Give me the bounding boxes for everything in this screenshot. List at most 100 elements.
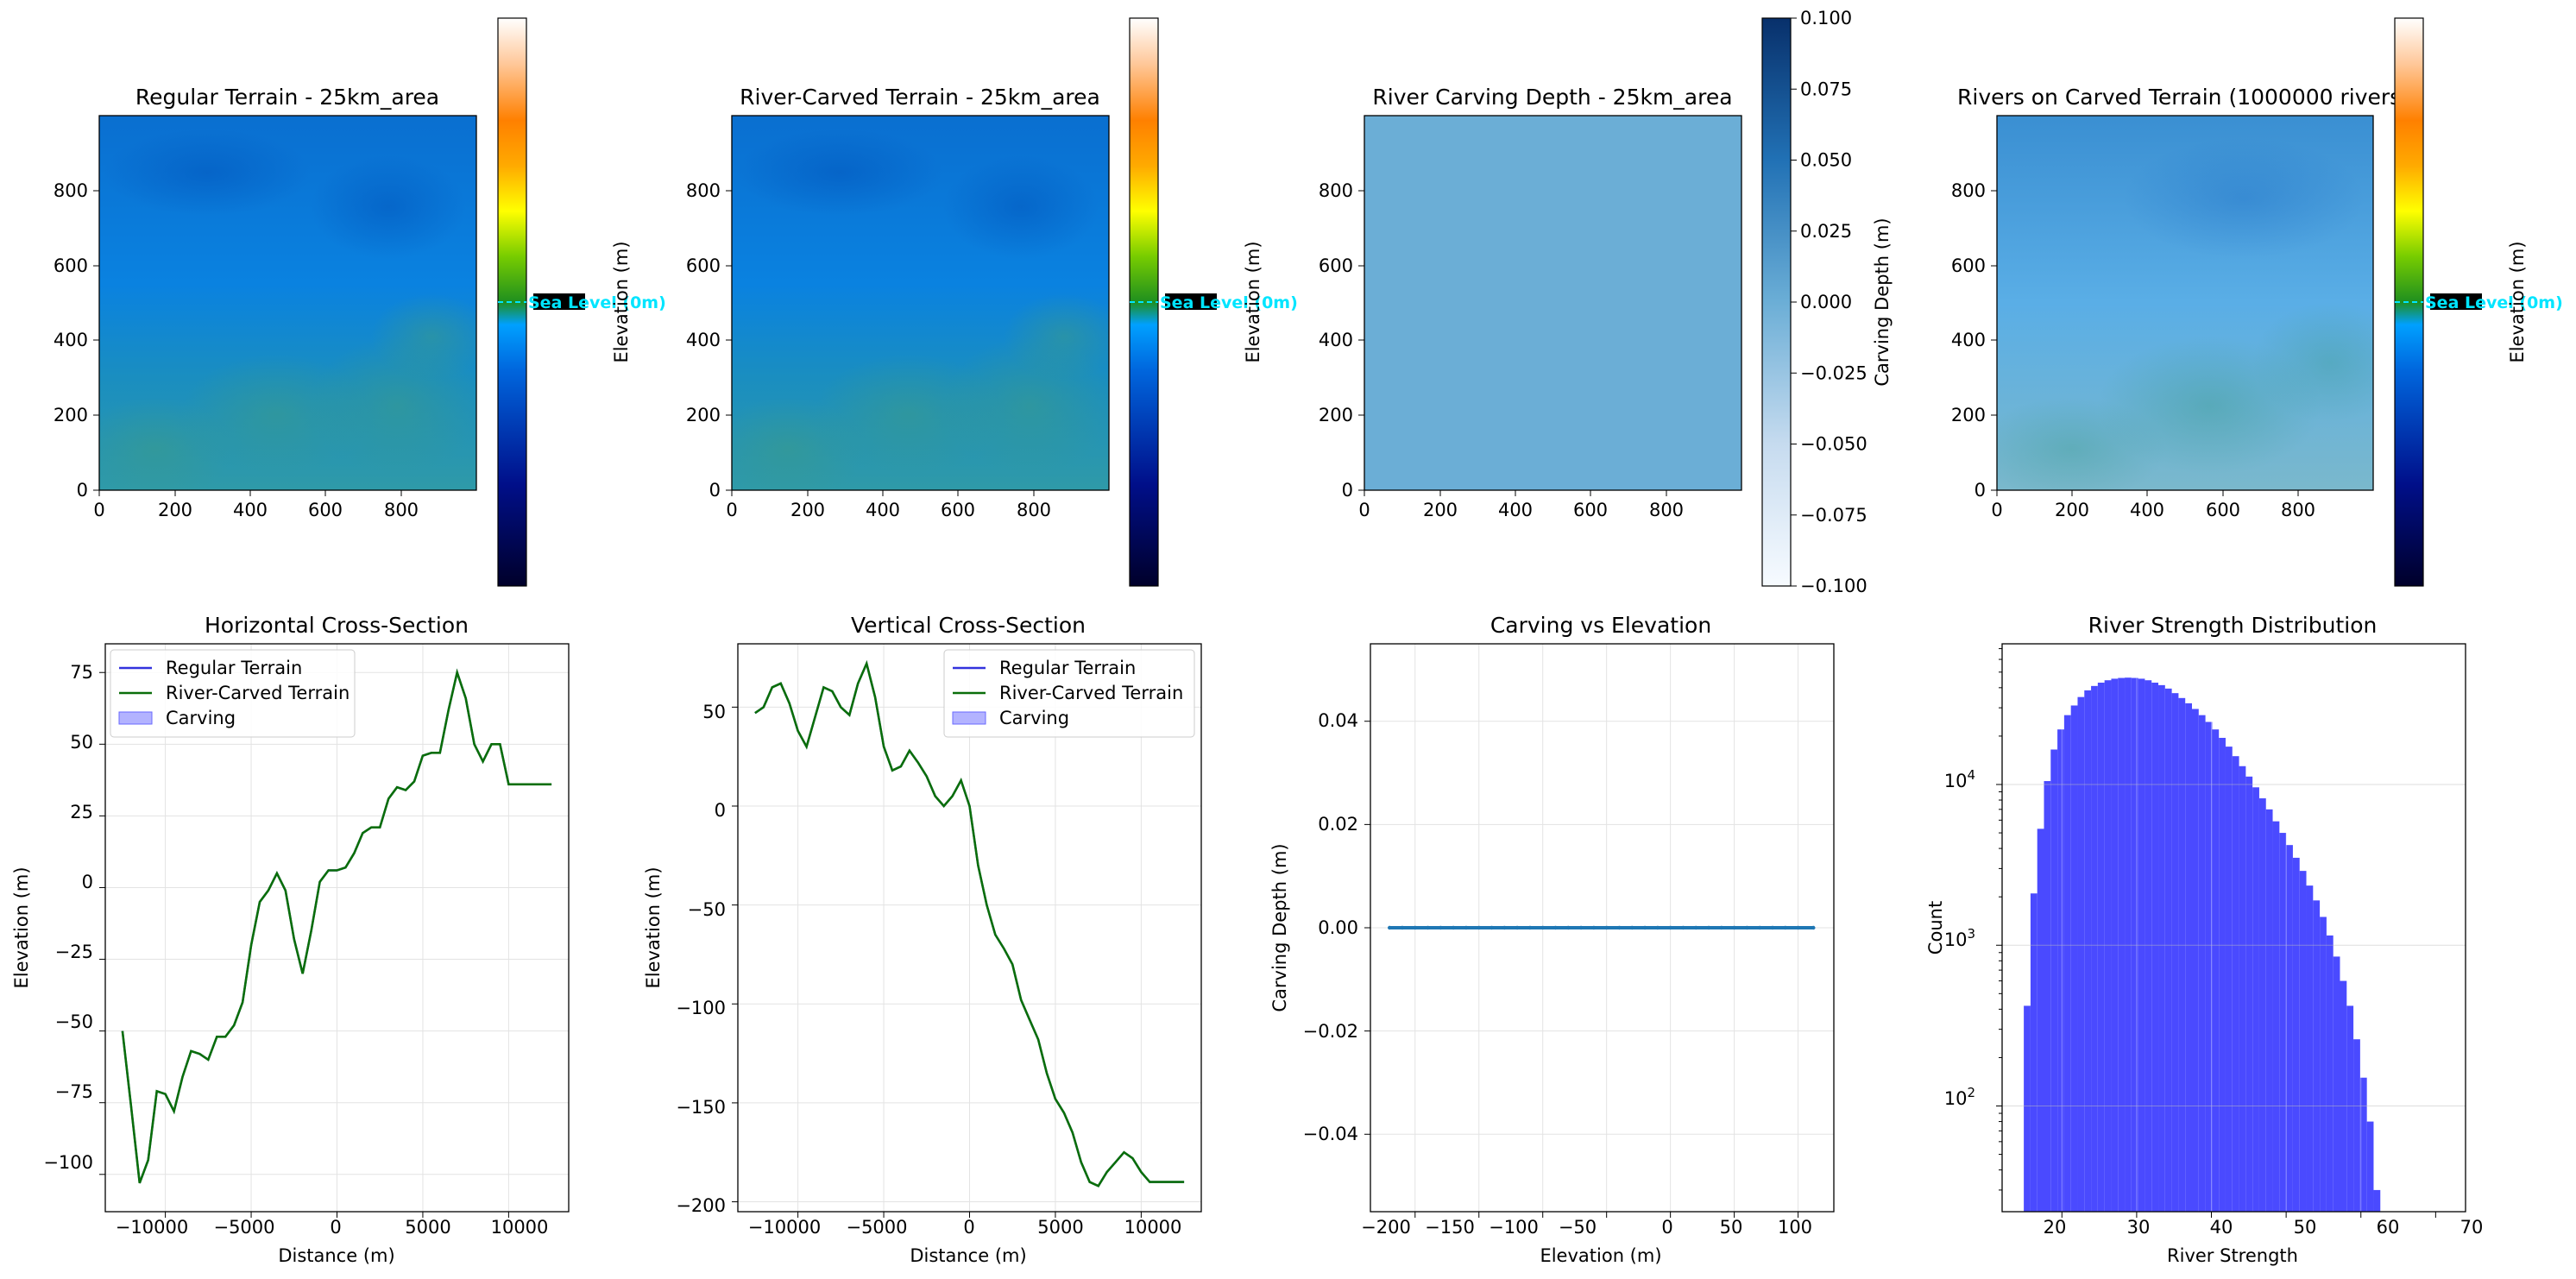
- histogram-bar: [2326, 935, 2334, 1212]
- y-tick: −50: [55, 1011, 93, 1032]
- x-tick: 0: [330, 1217, 341, 1238]
- y-tick: 600: [1951, 255, 1986, 276]
- scatter-point: [1796, 925, 1800, 930]
- legend-label: Regular Terrain: [166, 658, 302, 678]
- panel-title: River Carving Depth - 25km_area: [1372, 85, 1732, 110]
- histogram-bar: [2097, 682, 2105, 1212]
- colorbar-tick: 0.050: [1800, 150, 1852, 171]
- histogram-bar: [2191, 709, 2199, 1212]
- histogram-bar: [2313, 900, 2321, 1212]
- y-tick: 0.04: [1318, 710, 1358, 731]
- scatter-point: [1439, 925, 1443, 930]
- scatter-point: [1464, 925, 1469, 930]
- panel-horizontal-cross-section: Horizontal Cross-Section −10000 −5000 0 …: [11, 613, 570, 1266]
- y-tick: 800: [54, 180, 88, 201]
- x-tick: 40: [2210, 1217, 2233, 1238]
- histogram-bar: [2359, 1077, 2367, 1212]
- x-tick: 400: [866, 500, 900, 520]
- colorbar-tick: −0.100: [1800, 576, 1867, 596]
- y-tick: 200: [1319, 405, 1353, 425]
- y-tick: 0.00: [1318, 917, 1358, 938]
- colorbar: Sea Level (0m) Elevation (m): [1129, 17, 1298, 587]
- y-tick: 400: [686, 330, 721, 350]
- x-tick: 400: [233, 500, 268, 520]
- x-tick: 0: [1661, 1217, 1672, 1238]
- river-carved-terrain-line: [754, 659, 1185, 1188]
- scatter-point: [1553, 925, 1558, 930]
- scatter-point: [1811, 925, 1816, 930]
- x-axis: 0 200 400 600 800: [726, 490, 1051, 520]
- panel-title: Horizontal Cross-Section: [205, 613, 469, 638]
- scatter-points: [1387, 925, 1816, 930]
- scatter-point: [1668, 925, 1672, 930]
- scatter-point: [1566, 925, 1571, 930]
- histogram-bar: [2212, 729, 2220, 1212]
- colorbar-label: Elevation (m): [1243, 241, 1263, 362]
- x-tick: −5000: [213, 1217, 274, 1238]
- histogram-bar: [2219, 737, 2226, 1212]
- x-tick: 70: [2460, 1217, 2484, 1238]
- x-tick: 20: [2044, 1217, 2067, 1238]
- scatter-point: [1426, 925, 1430, 930]
- x-tick: 5000: [405, 1217, 450, 1238]
- y-axis-label: Carving Depth (m): [1269, 843, 1290, 1011]
- y-tick: 800: [1951, 180, 1986, 201]
- histogram-bar: [2232, 756, 2239, 1212]
- x-tick: 10000: [1124, 1217, 1182, 1238]
- x-tick: 400: [2130, 500, 2164, 520]
- y-tick: −150: [676, 1097, 726, 1118]
- axis-ticks: −10000 −5000 0 5000 10000 50 0 −50 −100 …: [676, 702, 1181, 1238]
- scatter-point: [1413, 925, 1417, 930]
- panel-river-strength: River Strength Distribution 20 30 40 50 …: [1925, 613, 2483, 1266]
- grid: [1364, 644, 1834, 1218]
- x-tick: 0: [1991, 500, 2002, 520]
- colorbar: Sea Level (0m) Elevation (m): [2394, 17, 2563, 587]
- scatter-point: [1527, 925, 1533, 930]
- x-axis-label: Distance (m): [910, 1245, 1026, 1266]
- x-tick: 5000: [1037, 1217, 1083, 1238]
- colorbar-tick: −0.075: [1800, 505, 1867, 526]
- x-tick: −10000: [116, 1217, 188, 1238]
- panel-carving-depth: River Carving Depth - 25km_area 0 200 40…: [1319, 8, 1893, 596]
- scatter-point: [1694, 925, 1698, 930]
- x-tick: 200: [1423, 500, 1458, 520]
- x-tick: 800: [1649, 500, 1684, 520]
- scatter-point: [1451, 925, 1456, 930]
- y-tick: 200: [54, 405, 88, 425]
- colorbar-label: Carving Depth (m): [1872, 217, 1893, 386]
- colorbar-tick: 0.025: [1800, 221, 1852, 242]
- histogram-bar: [2205, 721, 2213, 1212]
- scatter-point: [1540, 925, 1545, 930]
- histogram-bar: [2333, 956, 2340, 1212]
- histogram-bar: [2151, 682, 2159, 1212]
- y-tick: −50: [688, 899, 726, 920]
- histogram-bar: [2164, 688, 2172, 1212]
- colorbar-label: Elevation (m): [2507, 241, 2528, 362]
- legend-swatch: [952, 711, 986, 725]
- y-tick: 400: [1319, 330, 1353, 350]
- scatter-point: [1578, 925, 1584, 930]
- scatter-point: [1757, 925, 1762, 930]
- x-tick: −100: [1489, 1217, 1539, 1238]
- sea-level-label: Sea Level (0m): [2425, 293, 2563, 312]
- colorbar-ticks: 0.100 0.075 0.050 0.025 0.000 −0.025 −0.050 −0.…: [1791, 8, 1867, 596]
- scatter-point: [1630, 925, 1634, 930]
- histogram-bar: [2104, 680, 2112, 1212]
- histogram-bar: [2077, 696, 2085, 1212]
- histogram-bar: [2185, 703, 2192, 1212]
- x-tick: 200: [158, 500, 192, 520]
- x-tick: −50: [1559, 1217, 1597, 1238]
- histogram-bar: [2320, 917, 2327, 1212]
- histogram-bar: [2198, 715, 2206, 1212]
- histogram-bar: [2239, 766, 2246, 1212]
- scatter-point: [1642, 925, 1647, 930]
- legend-label: River-Carved Terrain: [999, 683, 1183, 703]
- x-tick: 600: [2206, 500, 2240, 520]
- panel-title: Vertical Cross-Section: [851, 613, 1086, 638]
- carving-depth-map: [1364, 115, 1742, 491]
- terrain-map: [99, 116, 476, 490]
- x-axis-label: River Strength: [2167, 1245, 2298, 1266]
- x-tick: 600: [308, 500, 343, 520]
- histogram-bars: [2024, 677, 2381, 1212]
